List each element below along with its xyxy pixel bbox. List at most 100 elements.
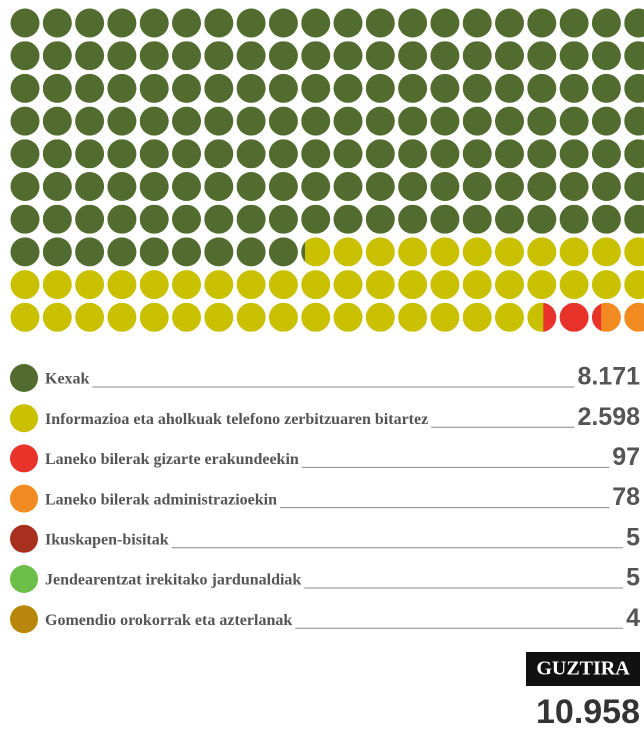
- waffle-dot: [559, 139, 589, 169]
- waffle-dot: [365, 106, 395, 136]
- waffle-dot: [301, 8, 331, 38]
- dot-segment: [559, 8, 589, 38]
- dot-segment: [204, 139, 234, 169]
- waffle-dot: [75, 270, 105, 300]
- waffle-dot: [268, 172, 298, 201]
- dot-segment: [398, 41, 428, 71]
- dot-segment: [462, 8, 492, 38]
- dot-segment: [75, 41, 105, 71]
- dot-segment: [268, 172, 298, 201]
- dot-segment: [591, 204, 621, 234]
- waffle-dot: [624, 302, 644, 332]
- waffle-dot: [398, 302, 428, 332]
- dot-segment: [10, 270, 40, 300]
- waffle-dot: [301, 204, 331, 234]
- dot-segment: [559, 106, 589, 136]
- dot-segment: [172, 41, 201, 71]
- waffle-dot: [268, 8, 298, 38]
- waffle-dot: [172, 172, 201, 201]
- waffle-dot: [559, 8, 589, 38]
- dot-segment: [268, 204, 298, 234]
- waffle-dot: [42, 204, 72, 234]
- dot-segment: [527, 139, 557, 169]
- dot-segment: [462, 172, 492, 201]
- dot-segment: [624, 172, 644, 201]
- waffle-dot: [365, 270, 395, 300]
- dot-segment: [398, 73, 428, 103]
- waffle-dot: [430, 139, 460, 169]
- dot-segment: [10, 302, 40, 332]
- dot-segment: [365, 302, 395, 332]
- dot-segment: [559, 302, 589, 332]
- dot-segment: [139, 73, 169, 103]
- dot-segment: [333, 172, 363, 201]
- waffle-dot: [42, 8, 72, 38]
- waffle-dot: [10, 41, 40, 71]
- waffle-dot: [301, 139, 331, 169]
- dot-segment: [333, 8, 363, 38]
- waffle-dot: [430, 204, 460, 234]
- dot-segment: [42, 172, 72, 201]
- waffle-dot: [139, 204, 169, 234]
- waffle-dot: [204, 106, 234, 136]
- waffle-dot: [462, 139, 492, 169]
- waffle-dot: [301, 106, 331, 136]
- waffle-dot: [624, 8, 644, 38]
- dot-segment: [268, 73, 298, 103]
- waffle-dot: [204, 8, 234, 38]
- dot-segment: [75, 204, 105, 234]
- waffle-dot: [268, 237, 298, 267]
- waffle-dot: [462, 270, 492, 300]
- dot-segment: [333, 41, 363, 71]
- legend-value: 4: [626, 604, 640, 632]
- dot-segment: [430, 204, 460, 234]
- waffle-dot: [139, 139, 169, 169]
- dot-segment: [591, 139, 621, 169]
- dot-segment: [398, 172, 428, 201]
- dot-segment: [236, 172, 266, 201]
- waffle-dot: [10, 237, 40, 267]
- waffle-dot: [591, 73, 621, 103]
- waffle-dot: [42, 237, 72, 267]
- waffle-dot: [42, 302, 72, 332]
- waffle-dot: [591, 270, 621, 300]
- waffle-dot: [75, 302, 105, 332]
- waffle-dot: [139, 8, 169, 38]
- waffle-dot: [236, 41, 266, 71]
- dot-segment: [107, 204, 137, 234]
- waffle-dot: [398, 73, 428, 103]
- waffle-dot: [172, 204, 201, 234]
- dot-segment: [365, 237, 395, 267]
- dot-segment: [559, 172, 589, 201]
- waffle-dot: [236, 8, 266, 38]
- waffle-dot: [268, 204, 298, 234]
- dot-segment: [139, 172, 169, 201]
- waffle-dot: [495, 204, 524, 234]
- waffle-dot: [75, 73, 105, 103]
- waffle-dot: [333, 204, 363, 234]
- dot-segment: [527, 73, 557, 103]
- dot-segment: [462, 237, 492, 267]
- waffle-dot: [333, 139, 363, 169]
- dot-segment: [301, 270, 331, 300]
- waffle-dot: [333, 172, 363, 201]
- dot-segment: [462, 41, 492, 71]
- dot-segment: [172, 204, 201, 234]
- waffle-dot: [301, 73, 331, 103]
- dot-segment: [268, 139, 298, 169]
- dot-segment: [333, 204, 363, 234]
- waffle-dot: [301, 172, 331, 201]
- dot-segment: [495, 302, 524, 332]
- dot-segment: [10, 172, 40, 201]
- dot-segment: [139, 237, 169, 267]
- waffle-dot: [139, 106, 169, 136]
- legend-value: 8.171: [577, 363, 640, 391]
- waffle-dot: [236, 73, 266, 103]
- dot-segment: [591, 270, 621, 300]
- waffle-dot: [10, 172, 40, 201]
- waffle-dot: [398, 41, 428, 71]
- waffle-dot: [495, 172, 524, 201]
- dot-segment: [430, 139, 460, 169]
- waffle-dot: [365, 73, 395, 103]
